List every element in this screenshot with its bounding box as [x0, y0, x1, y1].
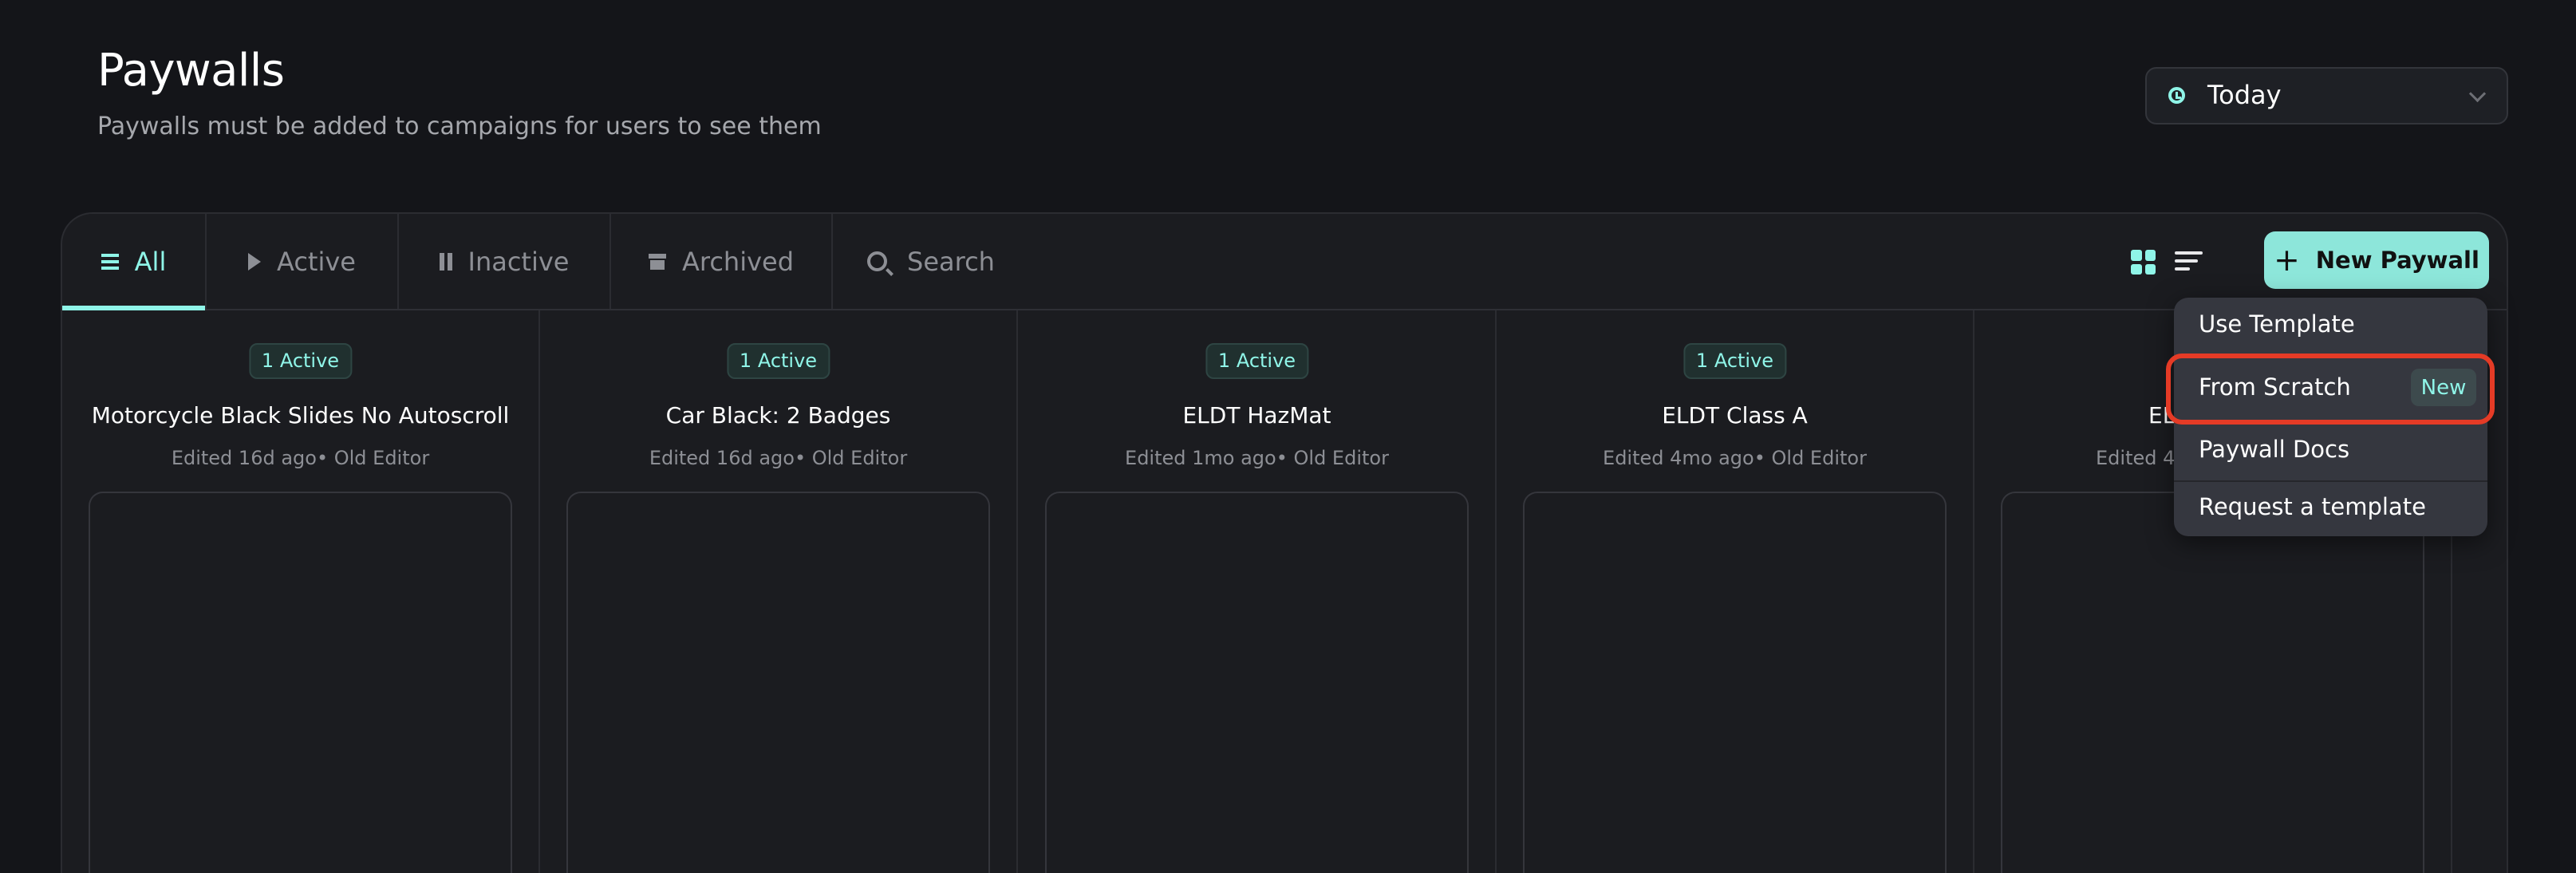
paywall-card[interactable]: 1 Active ELDT HazMat Edited 1mo ago• Old… [1019, 310, 1497, 873]
list-icon [101, 253, 119, 270]
tab-active[interactable]: Active [207, 214, 399, 309]
menu-item-request-template[interactable]: Request a template [2199, 493, 2426, 520]
page-subtitle: Paywalls must be added to campaigns for … [97, 113, 822, 140]
card-title: ELDT HazMat [1182, 402, 1331, 429]
search-placeholder: Search [907, 246, 995, 277]
new-paywall-label: New Paywall [2315, 247, 2479, 274]
date-range-dropdown[interactable]: Today [2145, 67, 2508, 124]
clock-icon [2168, 87, 2185, 104]
search-input[interactable]: Search [867, 214, 995, 309]
paywalls-panel: All Active Inactive Archived Search [61, 212, 2508, 873]
card-edited: Edited 16d ago• Old Editor [171, 447, 430, 469]
tab-all[interactable]: All [62, 214, 207, 310]
card-preview[interactable] [566, 492, 990, 873]
pause-icon [439, 252, 452, 271]
paywall-card[interactable]: 1 Active ELDT Class A Edited 4mo ago• Ol… [1497, 310, 1974, 873]
menu-divider [2174, 480, 2487, 482]
tab-archived[interactable]: Archived [611, 214, 833, 309]
menu-item-paywall-docs[interactable]: Paywall Docs [2199, 436, 2350, 463]
status-badge: 1 Active [1205, 343, 1309, 379]
card-title: Car Black: 2 Badges [665, 402, 891, 429]
card-title: ELDT Class A [1662, 402, 1808, 429]
search-icon [867, 251, 894, 276]
new-paywall-button[interactable]: + New Paywall [2264, 231, 2489, 289]
tab-label: Archived [681, 246, 795, 277]
tab-label: Inactive [467, 246, 570, 277]
status-badge: 1 Active [248, 343, 353, 379]
tab-inactive[interactable]: Inactive [399, 214, 611, 309]
menu-item-from-scratch[interactable]: From Scratch [2199, 373, 2351, 401]
plus-icon: + [2274, 242, 2300, 278]
paywall-card[interactable]: 1 Active Car Black: 2 Badges Edited 16d … [540, 310, 1018, 873]
card-edited: Edited 4mo ago• Old Editor [1603, 447, 1867, 469]
filter-tabs: All Active Inactive Archived Search [62, 214, 2507, 310]
chevron-down-icon [2468, 85, 2487, 103]
card-title: Motorcycle Black Slides No Autoscroll [91, 402, 510, 429]
card-preview[interactable] [1045, 492, 1469, 873]
paywall-card[interactable]: 1 Active Motorcycle Black Slides No Auto… [62, 310, 540, 873]
highlight-annotation [2166, 354, 2495, 425]
grid-view-icon[interactable] [2131, 250, 2156, 275]
tab-label: Active [277, 246, 356, 277]
status-badge: 1 Active [1682, 343, 1787, 379]
paywall-card[interactable]: EL Edited 4 [1974, 310, 2452, 873]
status-badge: 1 Active [726, 343, 830, 379]
page-title: Paywalls [97, 45, 285, 97]
new-tag: New [2411, 369, 2476, 406]
new-paywall-menu: Use Template From Scratch New Paywall Do… [2174, 298, 2487, 536]
date-range-value: Today [2207, 80, 2282, 110]
card-preview[interactable] [1523, 492, 1947, 873]
card-edited: Edited 16d ago• Old Editor [649, 447, 908, 469]
archive-icon [648, 253, 666, 270]
play-icon [248, 252, 261, 271]
tab-label: All [134, 246, 167, 277]
card-edited: Edited 4 [2096, 447, 2176, 469]
card-preview[interactable] [89, 492, 512, 873]
card-preview[interactable] [2001, 492, 2424, 873]
list-view-icon[interactable] [2175, 251, 2203, 271]
menu-item-use-template[interactable]: Use Template [2199, 310, 2355, 338]
card-edited: Edited 1mo ago• Old Editor [1125, 447, 1389, 469]
